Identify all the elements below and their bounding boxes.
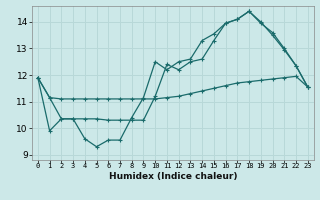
X-axis label: Humidex (Indice chaleur): Humidex (Indice chaleur) xyxy=(108,172,237,181)
